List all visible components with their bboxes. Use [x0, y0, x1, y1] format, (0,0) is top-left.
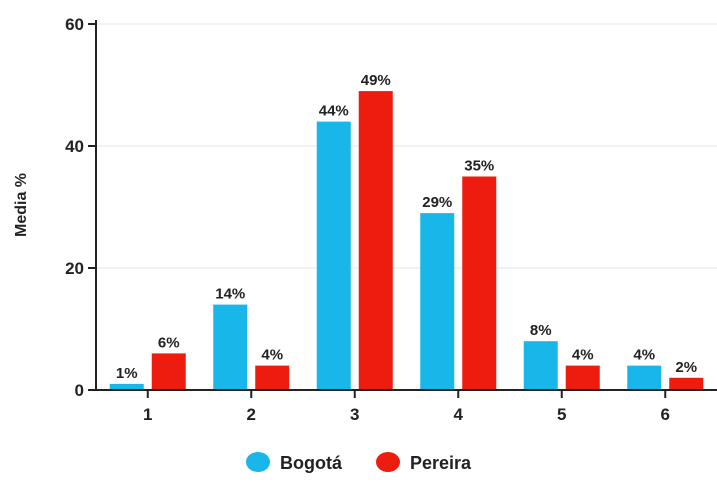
- legend-label: Bogotá: [280, 453, 343, 473]
- bar-pereira: [565, 365, 600, 390]
- data-label: 1%: [116, 365, 138, 382]
- bar-pereira: [151, 353, 186, 390]
- axes: Media % 0 20 40 60 1 2 3 4 5 6: [13, 15, 717, 424]
- x-tick-label: 6: [661, 405, 670, 424]
- y-tick-label: 40: [65, 137, 84, 156]
- bar-pereira: [255, 365, 290, 390]
- bar-pereira: [669, 377, 704, 390]
- bar-bogotá: [109, 383, 144, 390]
- data-label: 29%: [422, 194, 452, 211]
- data-label: 8%: [530, 322, 552, 339]
- x-tick-label: 5: [557, 405, 566, 424]
- bar-pereira: [462, 176, 497, 390]
- data-label: 49%: [361, 72, 391, 89]
- data-label: 2%: [675, 359, 697, 376]
- legend-swatch-bogotá: [246, 452, 270, 472]
- x-tick-label: 1: [143, 405, 152, 424]
- data-label: 4%: [572, 347, 594, 364]
- bar-bogotá: [627, 365, 662, 390]
- legend-swatch-pereira: [376, 452, 400, 472]
- bar-bogotá: [420, 213, 455, 390]
- data-label: 6%: [158, 334, 180, 351]
- legend-label: Pereira: [410, 453, 472, 473]
- bar-pereira: [358, 91, 393, 390]
- bar-bogotá: [213, 304, 248, 390]
- x-tick-label: 2: [247, 405, 256, 424]
- data-label: 14%: [215, 286, 245, 303]
- y-tick-label: 20: [65, 259, 84, 278]
- data-label: 4%: [633, 347, 655, 364]
- y-axis-title: Media %: [13, 173, 30, 237]
- y-tick-label: 0: [75, 381, 84, 400]
- data-labels: 1% 6% 14% 4% 44% 49% 29% 35% 8% 4% 4% 2%: [116, 72, 697, 382]
- legend: Bogotá Pereira: [246, 452, 472, 473]
- data-label: 35%: [464, 158, 494, 175]
- bars: [109, 91, 704, 390]
- bar-bogotá: [523, 341, 558, 390]
- data-label: 4%: [261, 347, 283, 364]
- x-tick-label: 4: [454, 405, 464, 424]
- y-tick-label: 60: [65, 15, 84, 34]
- gridlines: [96, 23, 717, 269]
- bar-bogotá: [316, 121, 351, 390]
- x-tick-label: 3: [350, 405, 359, 424]
- data-label: 44%: [319, 103, 349, 120]
